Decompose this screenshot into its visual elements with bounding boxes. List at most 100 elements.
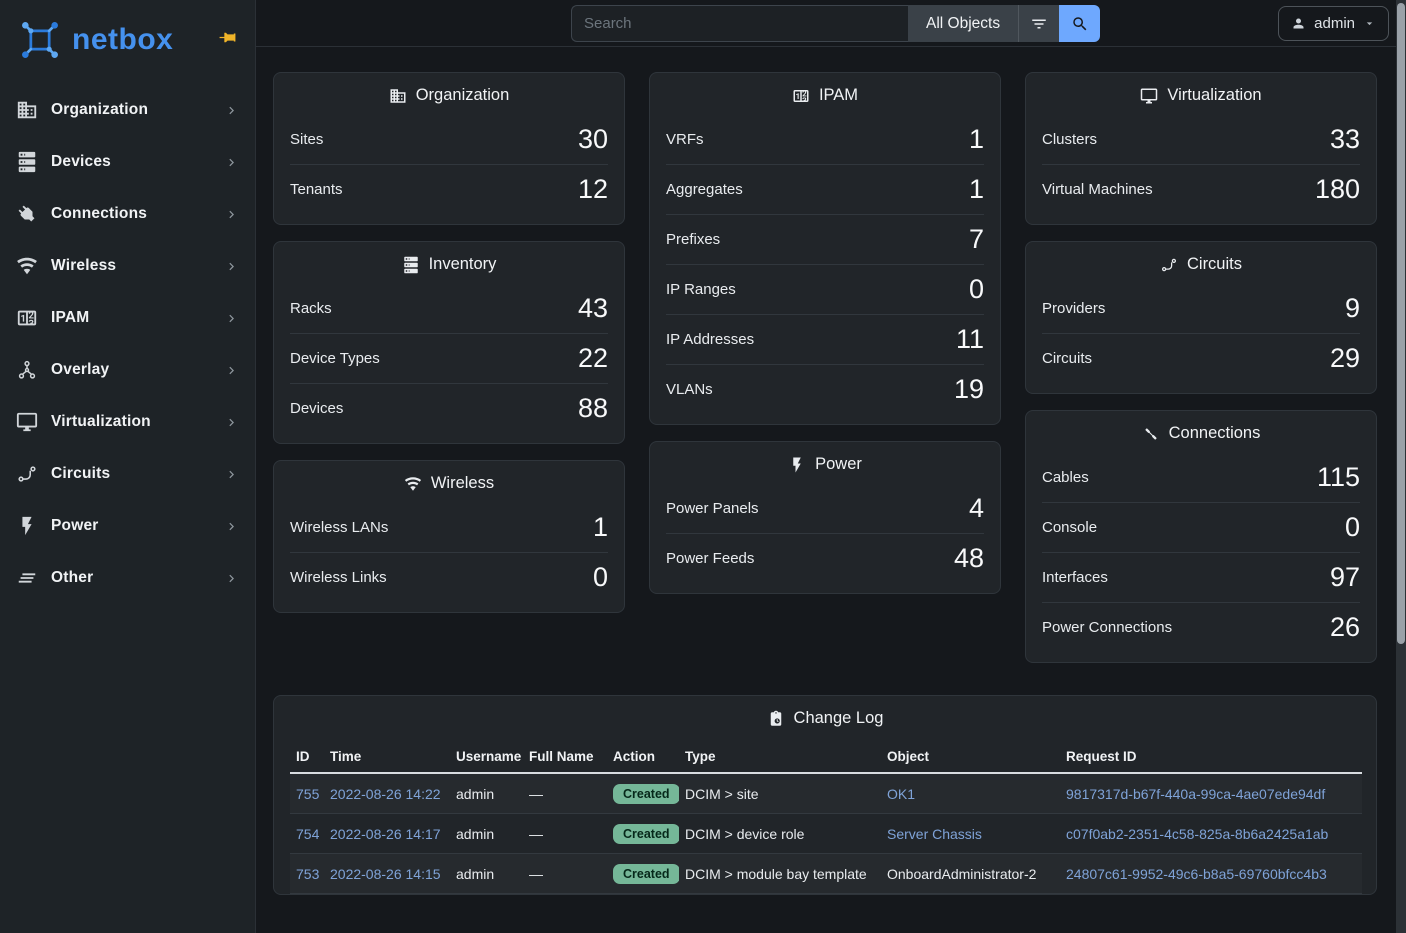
sidebar-item-circuits[interactable]: Circuits: [0, 448, 255, 500]
graph-icon: [16, 359, 38, 381]
stat-value: 48: [953, 543, 984, 573]
sidebar: netbox Organization Devices Connections Wir…: [0, 0, 256, 933]
column-header-type: Type: [679, 741, 881, 774]
search-group: All Objects: [571, 5, 1101, 42]
column-header-full-name: Full Name: [523, 741, 607, 774]
action-badge: Created: [613, 864, 679, 884]
stat-value: 19: [953, 374, 984, 404]
sidebar-item-organization[interactable]: Organization: [0, 84, 255, 136]
stat-row-ip-ranges[interactable]: IP Ranges 0: [666, 264, 984, 314]
sidebar-item-devices[interactable]: Devices: [0, 136, 255, 188]
clipboard-clock-icon: [767, 710, 785, 728]
transit-icon: [1160, 256, 1178, 274]
stat-row-console[interactable]: Console 0: [1042, 502, 1360, 552]
stat-row-power-connections[interactable]: Power Connections 26: [1042, 602, 1360, 652]
changelog-time-link[interactable]: 2022-08-26 14:17: [330, 826, 441, 842]
search-input[interactable]: [571, 5, 908, 42]
changelog-request-id-link[interactable]: 24807c61-9952-49c6-b8a5-69760bfcc4b3: [1066, 866, 1327, 882]
changelog-id-link[interactable]: 753: [296, 866, 320, 882]
sidebar-item-power[interactable]: Power: [0, 500, 255, 552]
changelog-object-link[interactable]: Server Chassis: [887, 826, 982, 842]
dashboard: Organization Sites 30 Tenants 12 Inventory Rac…: [256, 47, 1406, 933]
card-power: Power Power Panels 4 Power Feeds 48: [649, 441, 1001, 594]
dashboard-grid: Organization Sites 30 Tenants 12 Inventory Rac…: [273, 72, 1377, 663]
card-title: Virtualization: [1167, 86, 1262, 104]
building-icon: [16, 99, 38, 121]
stat-label: Circuits: [1042, 350, 1093, 367]
stat-label: Cables: [1042, 468, 1089, 486]
stat-row-virtual-machines[interactable]: Virtual Machines 180: [1042, 164, 1360, 214]
stat-row-prefixes[interactable]: Prefixes 7: [666, 214, 984, 264]
stat-row-power-feeds[interactable]: Power Feeds 48: [666, 533, 984, 583]
netbox-home-link[interactable]: netbox: [18, 18, 173, 62]
sidebar-pin-button[interactable]: [218, 28, 237, 47]
stat-row-interfaces[interactable]: Interfaces 97: [1042, 552, 1360, 602]
chevron-right-icon: [224, 519, 239, 534]
stat-row-circuits[interactable]: Circuits 29: [1042, 333, 1360, 383]
stat-row-power-panels[interactable]: Power Panels 4: [666, 483, 984, 533]
sidebar-item-label: Virtualization: [51, 413, 151, 430]
search-filter-button[interactable]: [1018, 5, 1060, 42]
sidebar-item-connections[interactable]: Connections: [0, 188, 255, 240]
vertical-scrollbar-thumb[interactable]: [1397, 3, 1405, 644]
changelog-full-name: —: [529, 786, 543, 802]
changelog-request-id-link[interactable]: 9817317d-b67f-440a-99ca-4ae07ede94df: [1066, 786, 1326, 802]
stat-row-clusters[interactable]: Clusters 33: [1042, 114, 1360, 164]
person-icon: [1291, 16, 1306, 31]
stat-value: 0: [968, 274, 984, 304]
change-log-card: Change Log ID Time Username Full Name Action…: [273, 695, 1377, 895]
stat-row-aggregates[interactable]: Aggregates 1: [666, 164, 984, 214]
changelog-id-link[interactable]: 755: [296, 786, 320, 802]
counter-icon: [792, 87, 810, 105]
stat-label: Tenants: [290, 181, 343, 198]
action-badge: Created: [613, 824, 679, 844]
counter-icon: [16, 307, 38, 329]
stat-row-providers[interactable]: Providers 9: [1042, 283, 1360, 333]
netbox-logo-icon: [18, 18, 62, 62]
stat-row-devices[interactable]: Devices 88: [290, 383, 608, 433]
wifi-icon: [16, 255, 38, 277]
changelog-request-id-link[interactable]: c07f0ab2-2351-4c58-825a-8b6a2425a1ab: [1066, 826, 1329, 842]
flash-icon: [788, 456, 806, 474]
sidebar-item-label: IPAM: [51, 309, 90, 326]
sidebar-item-label: Other: [51, 569, 94, 586]
sidebar-item-wireless[interactable]: Wireless: [0, 240, 255, 292]
stat-value: 9: [1344, 292, 1360, 323]
card-title: Organization: [415, 86, 510, 104]
changelog-full-name: —: [529, 826, 543, 842]
filter-icon: [1030, 15, 1048, 33]
wifi-icon: [404, 475, 422, 493]
search-scope-button[interactable]: All Objects: [908, 5, 1019, 42]
stat-value: 4: [968, 492, 984, 523]
stat-row-tenants[interactable]: Tenants 12: [290, 164, 608, 214]
account-menu-button[interactable]: admin: [1278, 6, 1389, 41]
stat-row-racks[interactable]: Racks 43: [290, 283, 608, 333]
sidebar-item-virtualization[interactable]: Virtualization: [0, 396, 255, 448]
topbar: All Objects admin: [256, 0, 1406, 47]
card-title: IPAM: [818, 86, 859, 104]
sidebar-item-overlay[interactable]: Overlay: [0, 344, 255, 396]
sidebar-item-label: Organization: [51, 101, 149, 118]
changelog-full-name: —: [529, 866, 543, 882]
stat-row-cables[interactable]: Cables 115: [1042, 452, 1360, 502]
stat-row-sites[interactable]: Sites 30: [290, 114, 608, 164]
changelog-time-link[interactable]: 2022-08-26 14:22: [330, 786, 441, 802]
chevron-right-icon: [224, 415, 239, 430]
stat-row-device-types[interactable]: Device Types 22: [290, 333, 608, 383]
changelog-username: admin: [456, 866, 495, 882]
stat-row-vrfs[interactable]: VRFs 1: [666, 114, 984, 164]
sidebar-item-other[interactable]: Other: [0, 552, 255, 604]
stat-row-vlans[interactable]: VLANs 19: [666, 364, 984, 414]
changelog-time-link[interactable]: 2022-08-26 14:15: [330, 866, 441, 882]
stat-row-wireless-lans[interactable]: Wireless LANs 1: [290, 502, 608, 552]
stat-value: 115: [1316, 461, 1360, 492]
card-ipam: IPAM VRFs 1 Aggregates 1 Prefixes 7 IP Ranges 0 I…: [649, 72, 1001, 425]
card-header: Circuits: [1026, 242, 1376, 283]
stat-row-ip-addresses[interactable]: IP Addresses 11: [666, 314, 984, 364]
changelog-type: DCIM > module bay template: [685, 866, 867, 882]
changelog-object-link[interactable]: OK1: [887, 786, 916, 802]
changelog-id-link[interactable]: 754: [296, 826, 320, 842]
search-submit-button[interactable]: [1059, 5, 1101, 42]
sidebar-item-ipam[interactable]: IPAM: [0, 292, 255, 344]
stat-row-wireless-links[interactable]: Wireless Links 0: [290, 552, 608, 602]
